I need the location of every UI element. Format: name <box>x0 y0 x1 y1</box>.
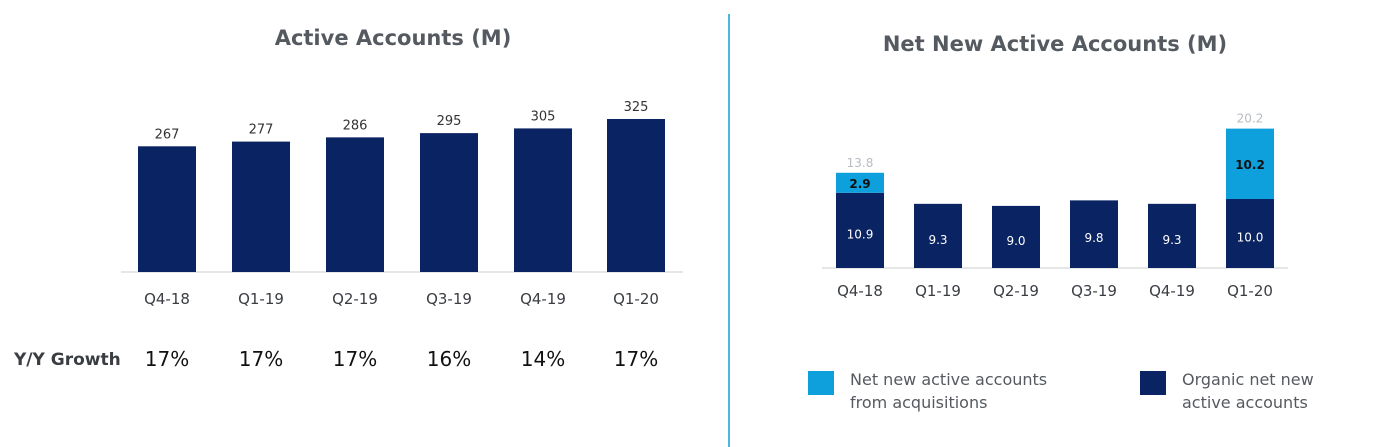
yoy-growth-value: 17% <box>145 347 189 371</box>
active-accounts-bar <box>420 133 478 272</box>
active-accounts-x-tick: Q1-20 <box>613 290 659 308</box>
active-accounts-bar <box>607 119 665 272</box>
net-new-accounts-x-tick: Q3-19 <box>1071 282 1117 300</box>
acquisition-accounts-value-label: 10.2 <box>1235 158 1265 172</box>
yoy-growth-value: 17% <box>239 347 283 371</box>
yoy-growth-value: 16% <box>427 347 471 371</box>
yoy-growth-value: 17% <box>333 347 377 371</box>
organic-accounts-value-label: 10.9 <box>847 227 874 241</box>
organic-accounts-value-label: 9.8 <box>1084 231 1103 245</box>
organic-accounts-bar <box>914 203 962 268</box>
yoy-growth-value: 14% <box>521 347 565 371</box>
active-accounts-bar <box>326 137 384 272</box>
active-accounts-value-label: 286 <box>343 118 368 133</box>
legend-label-acquisitions: from acquisitions <box>850 393 987 412</box>
legend-label-organic: active accounts <box>1182 393 1308 412</box>
organic-accounts-value-label: 9.0 <box>1006 234 1025 248</box>
net-new-accounts-x-tick: Q1-20 <box>1227 282 1273 300</box>
organic-accounts-bar <box>992 205 1040 268</box>
active-accounts-bar <box>514 128 572 272</box>
organic-accounts-bar <box>1148 203 1196 268</box>
net-new-accounts-x-tick: Q1-19 <box>915 282 961 300</box>
net-new-total-label: 13.8 <box>847 156 874 170</box>
yoy-growth-label: Y/Y Growth <box>13 350 121 370</box>
organic-accounts-bar <box>1070 200 1118 268</box>
organic-accounts-value-label: 10.0 <box>1237 231 1264 245</box>
acquisition-accounts-bar <box>836 172 884 193</box>
net-new-accounts-title: Net New Active Accounts (M) <box>883 32 1227 56</box>
active-accounts-x-tick: Q1-19 <box>238 290 284 308</box>
organic-accounts-value-label: 9.3 <box>1162 233 1181 247</box>
legend-swatch-acquisitions <box>808 371 834 395</box>
yoy-growth-value: 17% <box>614 347 658 371</box>
legend-label-organic: Organic net new <box>1182 370 1314 389</box>
legend-label-acquisitions: Net new active accounts <box>850 370 1047 389</box>
active-accounts-title: Active Accounts (M) <box>275 26 512 50</box>
active-accounts-x-tick: Q4-18 <box>144 290 190 308</box>
acquisition-accounts-bar <box>1226 128 1274 199</box>
active-accounts-x-tick: Q2-19 <box>332 290 378 308</box>
net-new-accounts-x-tick: Q2-19 <box>993 282 1039 300</box>
net-new-accounts-x-tick: Q4-19 <box>1149 282 1195 300</box>
net-new-total-label: 20.2 <box>1237 112 1264 126</box>
active-accounts-value-label: 295 <box>437 114 462 129</box>
legend-swatch-organic <box>1140 371 1166 395</box>
acquisition-accounts-value-label: 2.9 <box>849 177 870 191</box>
organic-accounts-bar <box>1226 199 1274 268</box>
active-accounts-value-label: 305 <box>531 109 556 124</box>
active-accounts-value-label: 267 <box>155 127 180 142</box>
active-accounts-value-label: 277 <box>249 123 274 138</box>
active-accounts-bar <box>138 146 196 272</box>
organic-accounts-value-label: 9.3 <box>928 233 947 247</box>
active-accounts-bar <box>232 141 290 272</box>
net-new-accounts-x-tick: Q4-18 <box>837 282 883 300</box>
active-accounts-x-tick: Q4-19 <box>520 290 566 308</box>
organic-accounts-bar <box>836 192 884 268</box>
active-accounts-x-tick: Q3-19 <box>426 290 472 308</box>
active-accounts-value-label: 325 <box>624 100 649 115</box>
